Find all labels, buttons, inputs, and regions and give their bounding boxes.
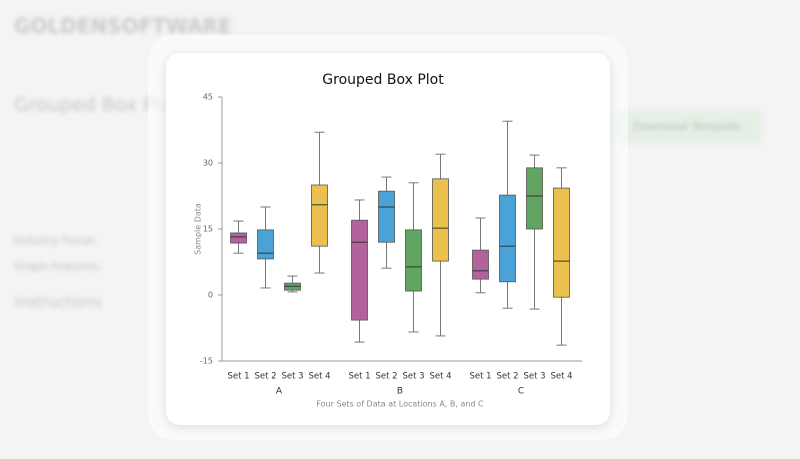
box bbox=[378, 190, 395, 243]
box bbox=[351, 219, 368, 321]
logo: GOLDENSOFTWARE bbox=[14, 14, 232, 38]
x-tick-label: Set 3 bbox=[281, 372, 303, 382]
box bbox=[432, 178, 449, 262]
box bbox=[472, 249, 489, 280]
features: Graph Features: bbox=[14, 260, 103, 273]
x-tick-label: Set 2 bbox=[496, 372, 518, 382]
y-tick-label: -15 bbox=[200, 357, 213, 366]
box bbox=[405, 229, 422, 292]
y-axis-title: Sample Data bbox=[194, 203, 203, 255]
box bbox=[526, 167, 543, 230]
group-label: B bbox=[397, 387, 403, 397]
y-tick-label: 0 bbox=[208, 291, 213, 300]
box bbox=[553, 187, 570, 298]
instructions: Instructions bbox=[14, 293, 103, 311]
x-tick-label: Set 1 bbox=[348, 372, 370, 382]
x-tick-label: Set 4 bbox=[550, 372, 572, 382]
box bbox=[311, 184, 328, 247]
x-tick-label: Set 3 bbox=[402, 372, 424, 382]
chart-title: Grouped Box Plot bbox=[322, 72, 444, 88]
x-axis-title: Four Sets of Data at Locations A, B, and… bbox=[316, 400, 484, 409]
x-tick-label: Set 2 bbox=[375, 372, 397, 382]
group-label: C bbox=[518, 387, 524, 397]
box bbox=[230, 232, 247, 244]
box bbox=[257, 229, 274, 260]
download-button[interactable]: Download Template bbox=[612, 110, 762, 144]
x-tick-label: Set 4 bbox=[308, 372, 330, 382]
heading: Grouped Box Plot bbox=[14, 94, 179, 116]
x-tick-label: Set 4 bbox=[429, 372, 451, 382]
box bbox=[499, 194, 516, 283]
x-tick-label: Set 1 bbox=[227, 372, 249, 382]
focus: Industry Focus: bbox=[14, 234, 98, 247]
x-tick-label: Set 1 bbox=[469, 372, 491, 382]
x-tick-label: Set 2 bbox=[254, 372, 276, 382]
y-tick-label: 30 bbox=[203, 159, 213, 168]
y-tick-label: 15 bbox=[203, 225, 213, 234]
group-label: A bbox=[276, 387, 283, 397]
x-tick-label: Set 3 bbox=[523, 372, 545, 382]
y-tick-label: 45 bbox=[203, 93, 213, 102]
